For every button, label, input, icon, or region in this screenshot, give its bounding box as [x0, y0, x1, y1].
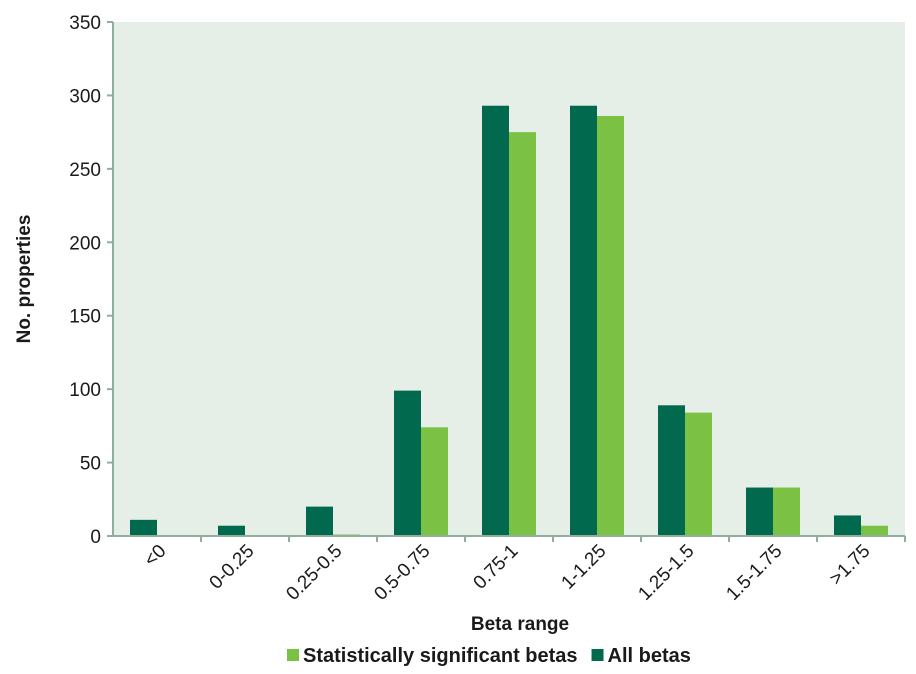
bar — [306, 506, 333, 536]
x-tick-label: >1.75 — [826, 541, 875, 590]
x-axis-ticks: <0 0-0.25 0.25-0.5 0.5-0.75 0.75-1 1-1.25 1.25… — [140, 536, 906, 605]
y-tick-label: 100 — [69, 380, 101, 401]
bar — [130, 519, 157, 536]
legend: Statistically significant betas All betas — [287, 645, 691, 667]
y-tick-label: 300 — [69, 86, 101, 107]
bar — [509, 132, 536, 536]
bars — [130, 105, 888, 537]
legend-swatch — [591, 649, 604, 661]
bar — [658, 405, 685, 536]
x-tick-label: 0.75-1 — [470, 541, 523, 594]
y-tick-label: 250 — [69, 160, 101, 181]
x-tick-label: 0.5-0.75 — [370, 541, 434, 605]
x-tick-label: 1-1.25 — [558, 541, 611, 594]
bar — [834, 515, 861, 536]
y-tick-label: 150 — [69, 307, 101, 328]
bar — [746, 487, 773, 536]
legend-swatch — [287, 649, 299, 661]
x-tick-label: 0.25-0.5 — [282, 541, 346, 605]
legend-label: Statistically significant betas — [303, 645, 578, 667]
x-tick-label: <0 — [140, 541, 170, 571]
bar — [482, 105, 509, 537]
x-tick-label: 1.25-1.5 — [634, 541, 698, 605]
bar — [218, 525, 245, 536]
y-tick-label: 50 — [80, 454, 101, 475]
y-tick-label: 350 — [69, 13, 101, 34]
bar — [570, 105, 597, 537]
legend-label: All betas — [608, 645, 691, 667]
y-tick-label: 0 — [90, 527, 101, 548]
y-axis-ticks: 0 50 100 150 200 250 300 350 — [69, 13, 113, 548]
bar — [597, 115, 624, 536]
x-tick-label: 1.5-1.75 — [722, 541, 786, 605]
bar — [394, 390, 421, 536]
bar — [421, 427, 448, 536]
bar — [773, 487, 800, 536]
bar — [685, 412, 712, 536]
y-axis-title: No. properties — [14, 215, 35, 344]
y-tick-label: 200 — [69, 233, 101, 254]
x-axis-title: Beta range — [471, 614, 569, 635]
bar — [861, 525, 888, 536]
x-tick-label: 0-0.25 — [206, 541, 259, 594]
